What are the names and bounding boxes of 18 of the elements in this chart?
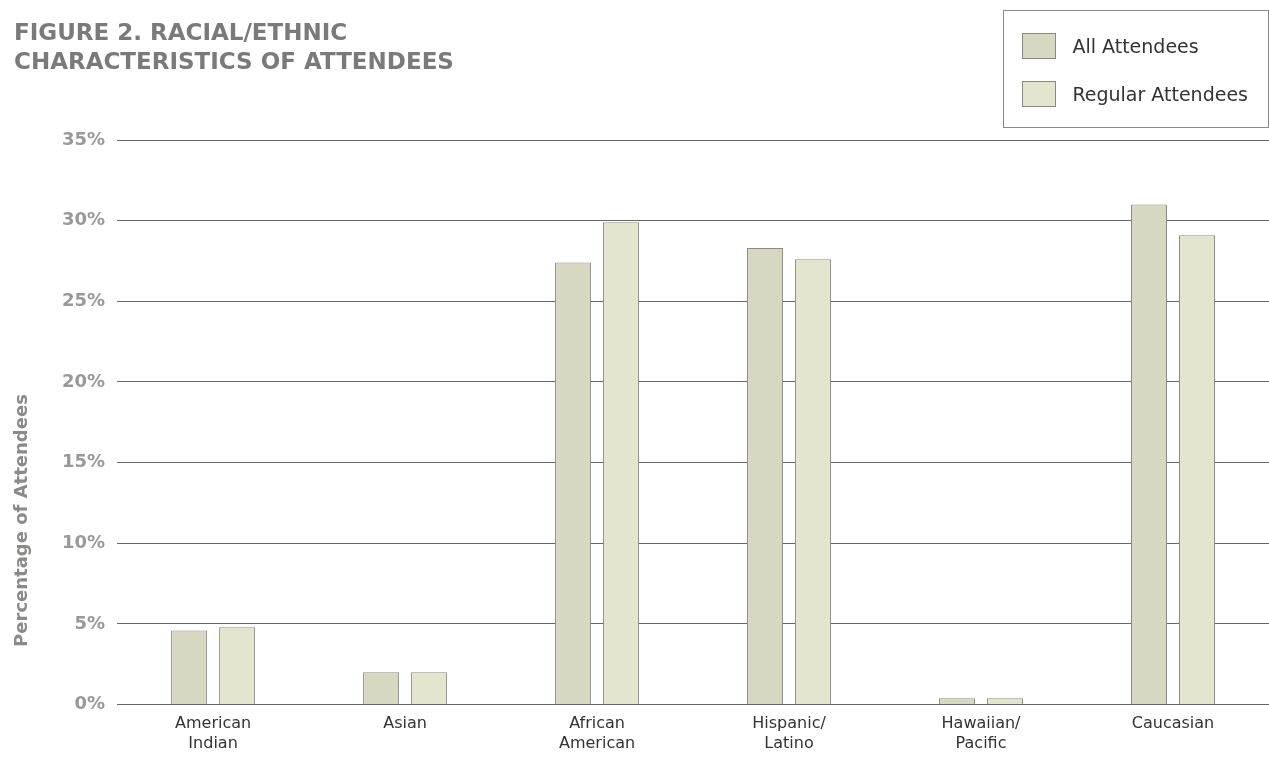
x-tick-label: African American [558, 713, 636, 752]
x-tick-label: Hispanic/ Latino [752, 713, 827, 752]
legend-label: All Attendees [1072, 35, 1199, 57]
y-tick-label: 0% [74, 692, 106, 714]
y-tick-label: 10% [61, 530, 106, 552]
y-tick-label: 15% [61, 450, 106, 472]
y-tick-label: 30% [61, 208, 106, 230]
y-tick-label: 20% [61, 369, 106, 391]
x-tick-label: Asian [383, 713, 427, 733]
legend-label: Regular Attendees [1072, 83, 1248, 105]
x-tick-label: Hawaiian/ Pacific [941, 713, 1022, 752]
y-tick-label: 5% [74, 611, 106, 633]
y-tick-label: 25% [61, 288, 106, 310]
y-axis-title: Percentage of Attendees [9, 393, 31, 649]
x-tick-label: American Indian [175, 713, 252, 752]
x-tick-label: Caucasian [1131, 713, 1215, 733]
chart-title: FIGURE 2. RACIAL/ETHNIC CHARACTERISTICS OF ATTENDEES [14, 18, 455, 76]
y-tick-label: 35% [61, 127, 106, 149]
